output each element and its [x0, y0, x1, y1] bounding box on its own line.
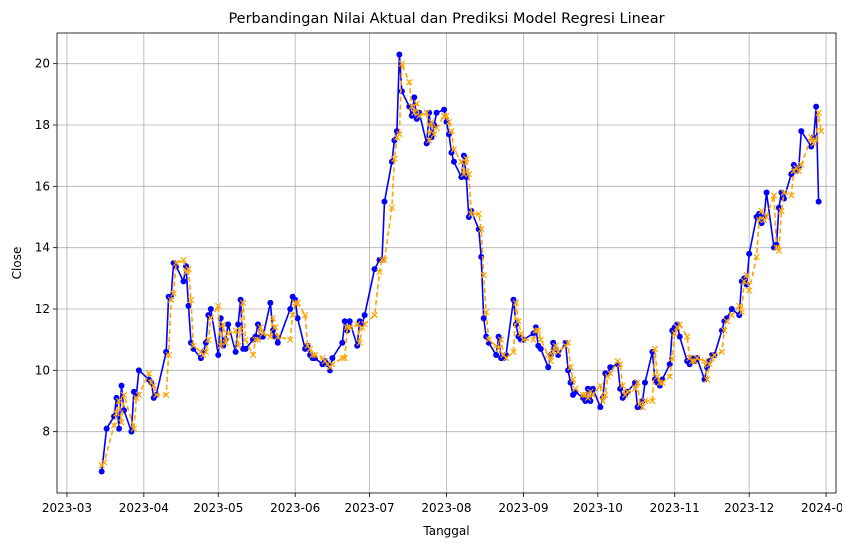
data-point-actual: [347, 318, 353, 324]
data-point-actual: [451, 159, 457, 165]
data-point-actual: [813, 104, 819, 110]
data-point-actual: [434, 110, 440, 116]
y-axis-label: Close: [10, 247, 24, 280]
data-point-actual: [677, 334, 683, 340]
data-point-actual: [243, 346, 249, 352]
data-point-actual: [295, 315, 301, 321]
x-tick-label: 2023-03: [42, 501, 92, 515]
data-point-actual: [362, 312, 368, 318]
data-point-actual: [372, 266, 378, 272]
data-point-actual: [104, 426, 110, 432]
data-point-actual: [545, 364, 551, 370]
data-point-actual: [287, 306, 293, 312]
data-point-actual: [119, 383, 125, 389]
data-point-actual: [190, 346, 196, 352]
x-tick-label: 2023-04: [119, 501, 169, 515]
y-axis: 8 10 12 14 16 18 20: [35, 57, 57, 439]
data-point-predicted: [372, 312, 378, 318]
data-point-actual: [538, 346, 544, 352]
data-point-actual: [381, 199, 387, 205]
series-predicted: [99, 61, 824, 468]
series-actual: [99, 51, 822, 474]
data-point-actual: [327, 367, 333, 373]
series-layer: [99, 51, 824, 474]
x-tick-label: 2023-08: [421, 501, 471, 515]
x-tick-label: 2023-12: [724, 501, 774, 515]
y-tick-label: 18: [35, 118, 50, 132]
data-point-actual: [816, 199, 822, 205]
data-point-actual: [729, 306, 735, 312]
y-tick-label: 10: [35, 363, 50, 377]
data-point-predicted: [243, 337, 249, 343]
y-tick-label: 14: [35, 241, 50, 255]
data-point-actual: [642, 380, 648, 386]
data-point-actual: [339, 340, 345, 346]
data-point-actual: [411, 94, 417, 100]
chart-title: Perbandingan Nilai Aktual dan Prediksi M…: [228, 11, 664, 27]
data-point-actual: [181, 278, 187, 284]
data-point-actual: [136, 367, 142, 373]
data-point-actual: [329, 355, 335, 361]
x-axis: 2023-03 2023-04 2023-05 2023-06 2023-07 2023-…: [42, 493, 842, 515]
x-tick-label: 2023-09: [498, 501, 548, 515]
data-point-actual: [746, 251, 752, 257]
data-point-actual: [99, 469, 105, 475]
x-tick-label: 2023-05: [193, 501, 243, 515]
data-point-actual: [215, 352, 221, 358]
y-tick-label: 16: [35, 179, 50, 193]
data-point-actual: [798, 128, 804, 134]
series-line-predicted: [102, 64, 821, 466]
data-point-actual: [399, 88, 405, 94]
x-tick-label: 2023-10: [573, 501, 623, 515]
y-tick-label: 20: [35, 57, 50, 71]
x-tick-label: 2023-11: [650, 501, 700, 515]
y-tick-label: 12: [35, 302, 50, 316]
data-point-actual: [396, 51, 402, 57]
y-tick-label: 8: [42, 425, 50, 439]
data-point-actual: [493, 352, 499, 358]
data-point-actual: [597, 404, 603, 410]
data-point-actual: [267, 300, 273, 306]
x-axis-label: Tanggal: [422, 524, 469, 538]
data-point-actual: [275, 340, 281, 346]
x-tick-label: 2023-07: [345, 501, 395, 515]
data-point-actual: [781, 196, 787, 202]
data-point-predicted: [729, 312, 735, 318]
x-tick-label: 2024-01: [801, 501, 842, 515]
data-point-actual: [208, 306, 214, 312]
x-tick-label: 2023-06: [270, 501, 320, 515]
data-point-actual: [233, 349, 239, 355]
data-point-actual: [764, 189, 770, 195]
data-point-actual: [116, 426, 122, 432]
data-point-actual: [441, 107, 447, 113]
series-line-actual: [102, 55, 819, 472]
data-point-actual: [555, 352, 561, 358]
